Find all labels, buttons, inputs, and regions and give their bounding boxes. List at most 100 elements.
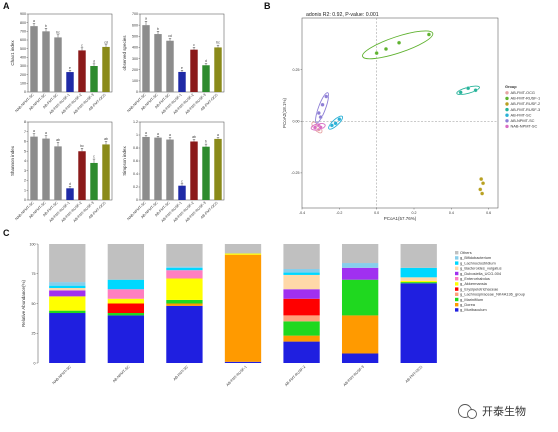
y-tick-label: 0.25 [293, 68, 300, 72]
legend-label: AB-FMT-RUSF-2 [511, 101, 541, 106]
bar [66, 72, 74, 92]
scatter-point [397, 40, 402, 45]
y-tick-label: 600 [132, 23, 138, 27]
significance-letter: a [33, 19, 35, 23]
legend-label: g_Bifidobacterium [460, 255, 491, 260]
significance-letter: bc [80, 144, 84, 148]
significance-letter: a [169, 133, 171, 137]
bar-segment [49, 296, 86, 311]
significance-letter: b [205, 140, 207, 144]
stacked-bar [283, 244, 320, 363]
legend-label: AB-FMT-SC [511, 112, 532, 117]
legend-swatch [455, 251, 459, 255]
y-tick-label: 700 [20, 30, 26, 34]
significance-letter: bc [56, 30, 60, 34]
y-tick-label: 0 [136, 90, 138, 94]
legend-swatch [455, 287, 459, 291]
y-tick-label: 50 [32, 302, 36, 306]
significance-letter: c [193, 43, 195, 47]
legend-swatch [455, 308, 459, 312]
legend-label: NAB-NPMT-SC [511, 124, 538, 129]
legend-label: g_Bacteroides_vulgatus [460, 266, 502, 271]
y-tick-label: -0.25 [291, 171, 299, 175]
significance-letter: cd [168, 34, 172, 38]
scatter-point [329, 123, 334, 128]
y-tick-label: 500 [132, 34, 138, 38]
scatter-point [337, 117, 342, 122]
legend-label: g_Dorea [460, 302, 476, 307]
x-tick-label: AB-FMT-RUSF-2 [284, 365, 306, 387]
bar [30, 26, 38, 93]
significance-letter: e [69, 66, 71, 70]
bar [78, 50, 86, 92]
y-tick-label: 0.8 [133, 146, 138, 150]
x-tick-label: 0.4 [449, 211, 454, 215]
y-tick-label: 0 [136, 198, 138, 202]
legend-swatch [455, 282, 459, 286]
confidence-ellipse [362, 30, 434, 60]
bar [154, 137, 162, 200]
bar-segment [400, 267, 437, 278]
y-tick-label: 300 [132, 57, 138, 61]
y-axis-title: Relative Abundance(%) [21, 279, 26, 327]
bar [102, 46, 110, 92]
significance-letter: a [33, 129, 35, 133]
x-tick-label: AB-NPMT-SC [112, 365, 131, 384]
legend-label: g_Akkermansia [460, 281, 488, 286]
legend-label: g_Dubosiella_UCG-004 [460, 271, 502, 276]
y-tick-label: 1 [136, 133, 138, 137]
series-nab-npmt-sc [310, 123, 326, 131]
bar-segment [166, 303, 203, 306]
x-tick-label: AB-FMT-OCG [405, 365, 424, 384]
bar [190, 49, 198, 92]
bar-segment [341, 244, 379, 264]
bar-segment [341, 315, 379, 354]
legend-label: AB-FMT-RUSF-3 [511, 107, 541, 112]
bar-segment [49, 244, 86, 283]
bar-segment [107, 279, 145, 290]
panel-letter-a: A [3, 1, 10, 11]
scatter-point [333, 121, 338, 126]
x-tick-label: 0.2 [412, 211, 417, 215]
y-tick-label: 800 [20, 21, 26, 25]
bar-segment [49, 310, 86, 314]
scatter-point [324, 94, 329, 99]
legend-swatch [455, 271, 459, 276]
y-tick-label: 300 [20, 64, 26, 68]
bar [178, 71, 186, 92]
significance-letter: cd [104, 40, 108, 44]
x-axis-title: PCoA1(57.76%) [384, 216, 417, 221]
bar-segment [49, 282, 86, 286]
y-tick-label: 1.2 [133, 120, 138, 124]
significance-letter: ab [56, 138, 60, 142]
y-axis-title: Chao1 index [10, 40, 15, 66]
stacked-bar [166, 244, 203, 363]
bar-segment [49, 313, 86, 363]
bar-segment [49, 288, 86, 291]
bar [214, 138, 222, 200]
bar-segment [166, 267, 203, 271]
scatter-point [466, 86, 471, 91]
scatter-point [318, 125, 323, 130]
bar-segment [49, 285, 86, 289]
bar-segment [224, 361, 262, 363]
legend-swatch [505, 113, 509, 117]
significance-letter: c [93, 155, 95, 159]
bar-segment [400, 283, 437, 363]
stacked-bar [49, 244, 86, 363]
significance-letter: a [145, 17, 147, 21]
legend-swatch [455, 292, 459, 296]
plot-frame [301, 17, 499, 209]
legend-label: g_Marinifilum [460, 297, 483, 302]
bar [102, 144, 110, 200]
bar [178, 185, 186, 200]
confidence-ellipse [328, 115, 344, 130]
watermark-text: 开泰生物 [482, 404, 526, 418]
bar [90, 162, 98, 200]
scatter-point [383, 46, 389, 52]
bar-segment [400, 277, 437, 281]
